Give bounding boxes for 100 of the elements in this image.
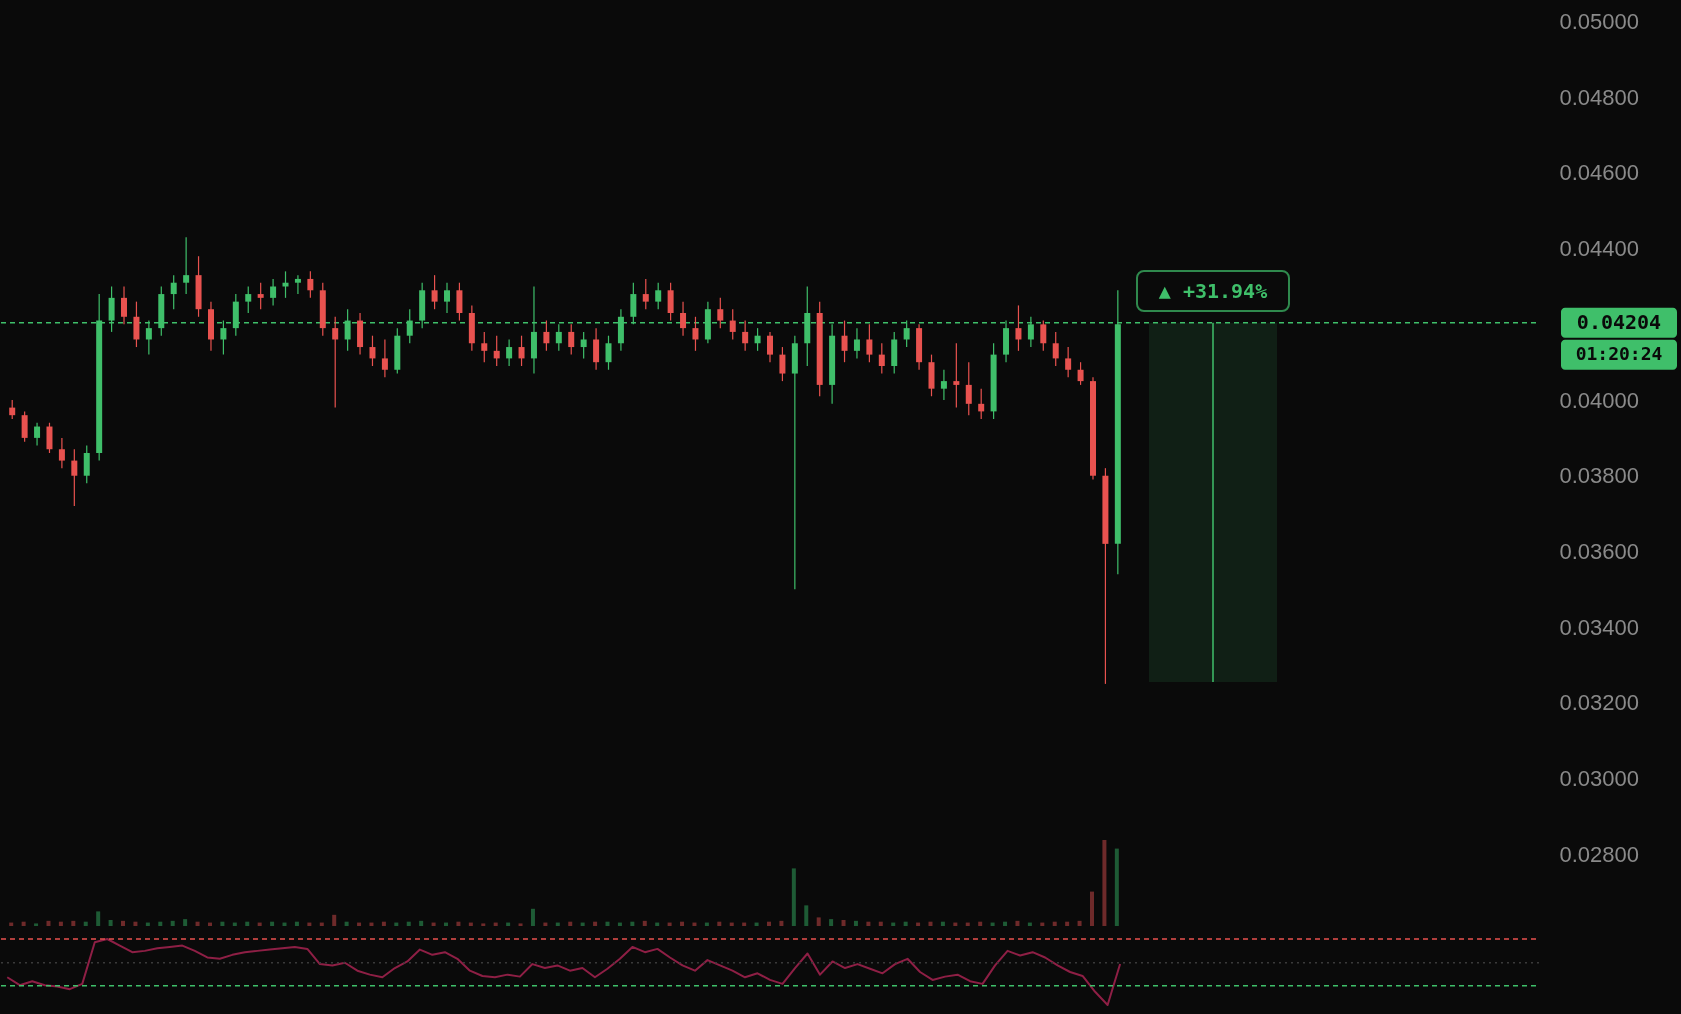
y-tick-label: 0.02800 xyxy=(1559,841,1640,867)
bar xyxy=(294,921,299,926)
bar xyxy=(978,921,983,926)
bar xyxy=(1077,920,1082,926)
bar xyxy=(717,921,722,926)
candlestick xyxy=(841,319,848,363)
annotation: ▲ +31.94% xyxy=(1158,279,1268,303)
y-tick-label: 0.04400 xyxy=(1559,236,1640,262)
bar xyxy=(58,921,63,926)
candlestick xyxy=(9,399,16,420)
bar xyxy=(1003,921,1008,926)
candlestick xyxy=(270,278,277,307)
text: 01:20:24 xyxy=(1575,342,1663,364)
bar xyxy=(121,920,126,926)
candlestick xyxy=(791,335,798,590)
bar xyxy=(406,921,411,926)
candlestick xyxy=(332,316,339,409)
ref-line-label: 0.04204 xyxy=(1576,309,1662,334)
bar xyxy=(791,868,796,926)
candlestick xyxy=(1077,361,1084,386)
bar xyxy=(183,919,188,926)
bar xyxy=(71,920,76,926)
bar xyxy=(928,921,933,926)
bar xyxy=(170,920,175,926)
bar xyxy=(530,908,535,926)
y-tick-label: 0.05000 xyxy=(1559,9,1640,35)
bar xyxy=(456,921,461,926)
bar xyxy=(605,921,610,926)
candlestick xyxy=(71,448,78,507)
bar xyxy=(96,911,101,926)
candlestick xyxy=(568,323,575,356)
bar xyxy=(1102,840,1107,926)
candlestick xyxy=(978,388,985,420)
bar xyxy=(816,917,821,926)
candlestick xyxy=(1065,346,1072,378)
candlestick xyxy=(853,327,860,360)
candlestick xyxy=(133,301,140,348)
y-tick-label: 0.03600 xyxy=(1559,538,1640,564)
y-tick-label: 0.04000 xyxy=(1559,387,1640,413)
candlestick xyxy=(742,319,749,352)
y-tick-label: 0.03200 xyxy=(1559,690,1640,716)
bar xyxy=(878,921,883,926)
candlestick xyxy=(605,335,612,371)
candlestick xyxy=(170,274,177,310)
bar xyxy=(866,921,871,926)
candlestick xyxy=(779,346,786,382)
bar xyxy=(518,923,523,926)
y-tick-label: 0.03800 xyxy=(1559,463,1640,489)
bar xyxy=(481,923,486,926)
candlestick xyxy=(754,327,761,352)
candlestick xyxy=(245,285,252,314)
candlestick xyxy=(1015,304,1022,352)
bar xyxy=(568,921,573,926)
bar xyxy=(133,921,138,926)
candlestick xyxy=(940,369,947,401)
candlestick xyxy=(667,282,674,322)
candlestick xyxy=(121,285,128,325)
bar xyxy=(1065,921,1070,926)
bar xyxy=(1052,921,1057,926)
bar xyxy=(767,921,771,926)
candlestick xyxy=(767,331,773,363)
bar xyxy=(1015,920,1020,926)
bar xyxy=(630,921,635,926)
candlestick xyxy=(456,282,463,322)
bar xyxy=(46,920,51,926)
bar xyxy=(83,921,88,926)
candlestick xyxy=(953,342,960,409)
candlestick xyxy=(1040,319,1047,352)
bar xyxy=(853,920,858,926)
bar xyxy=(903,921,908,926)
candlestick xyxy=(369,335,376,367)
bar xyxy=(220,921,225,926)
candlestick xyxy=(506,338,513,367)
bar xyxy=(779,920,784,926)
candlestick xyxy=(965,361,972,416)
y-tick-label: 0.03000 xyxy=(1559,766,1640,792)
bar xyxy=(245,921,250,926)
candlestick xyxy=(518,335,525,367)
bar xyxy=(108,919,113,926)
candlestick xyxy=(692,316,699,352)
bar xyxy=(680,921,685,926)
y-tick-label: 0.04600 xyxy=(1559,160,1640,186)
bar xyxy=(1114,848,1119,926)
candlestick xyxy=(83,444,90,484)
bar xyxy=(829,919,834,926)
candlestick xyxy=(58,437,65,469)
candlestick xyxy=(717,297,724,329)
candlestick xyxy=(46,422,53,454)
candlestick xyxy=(294,274,301,295)
candlestick xyxy=(655,282,662,310)
bar xyxy=(841,919,846,926)
candlestick xyxy=(580,331,587,360)
candlestick xyxy=(381,338,388,378)
y-tick-label: 0.03400 xyxy=(1559,614,1640,640)
bar xyxy=(21,921,26,926)
candlestick xyxy=(183,236,190,295)
bar xyxy=(158,921,163,926)
candlestick xyxy=(34,422,41,447)
bar xyxy=(593,921,598,926)
bar xyxy=(344,921,349,926)
